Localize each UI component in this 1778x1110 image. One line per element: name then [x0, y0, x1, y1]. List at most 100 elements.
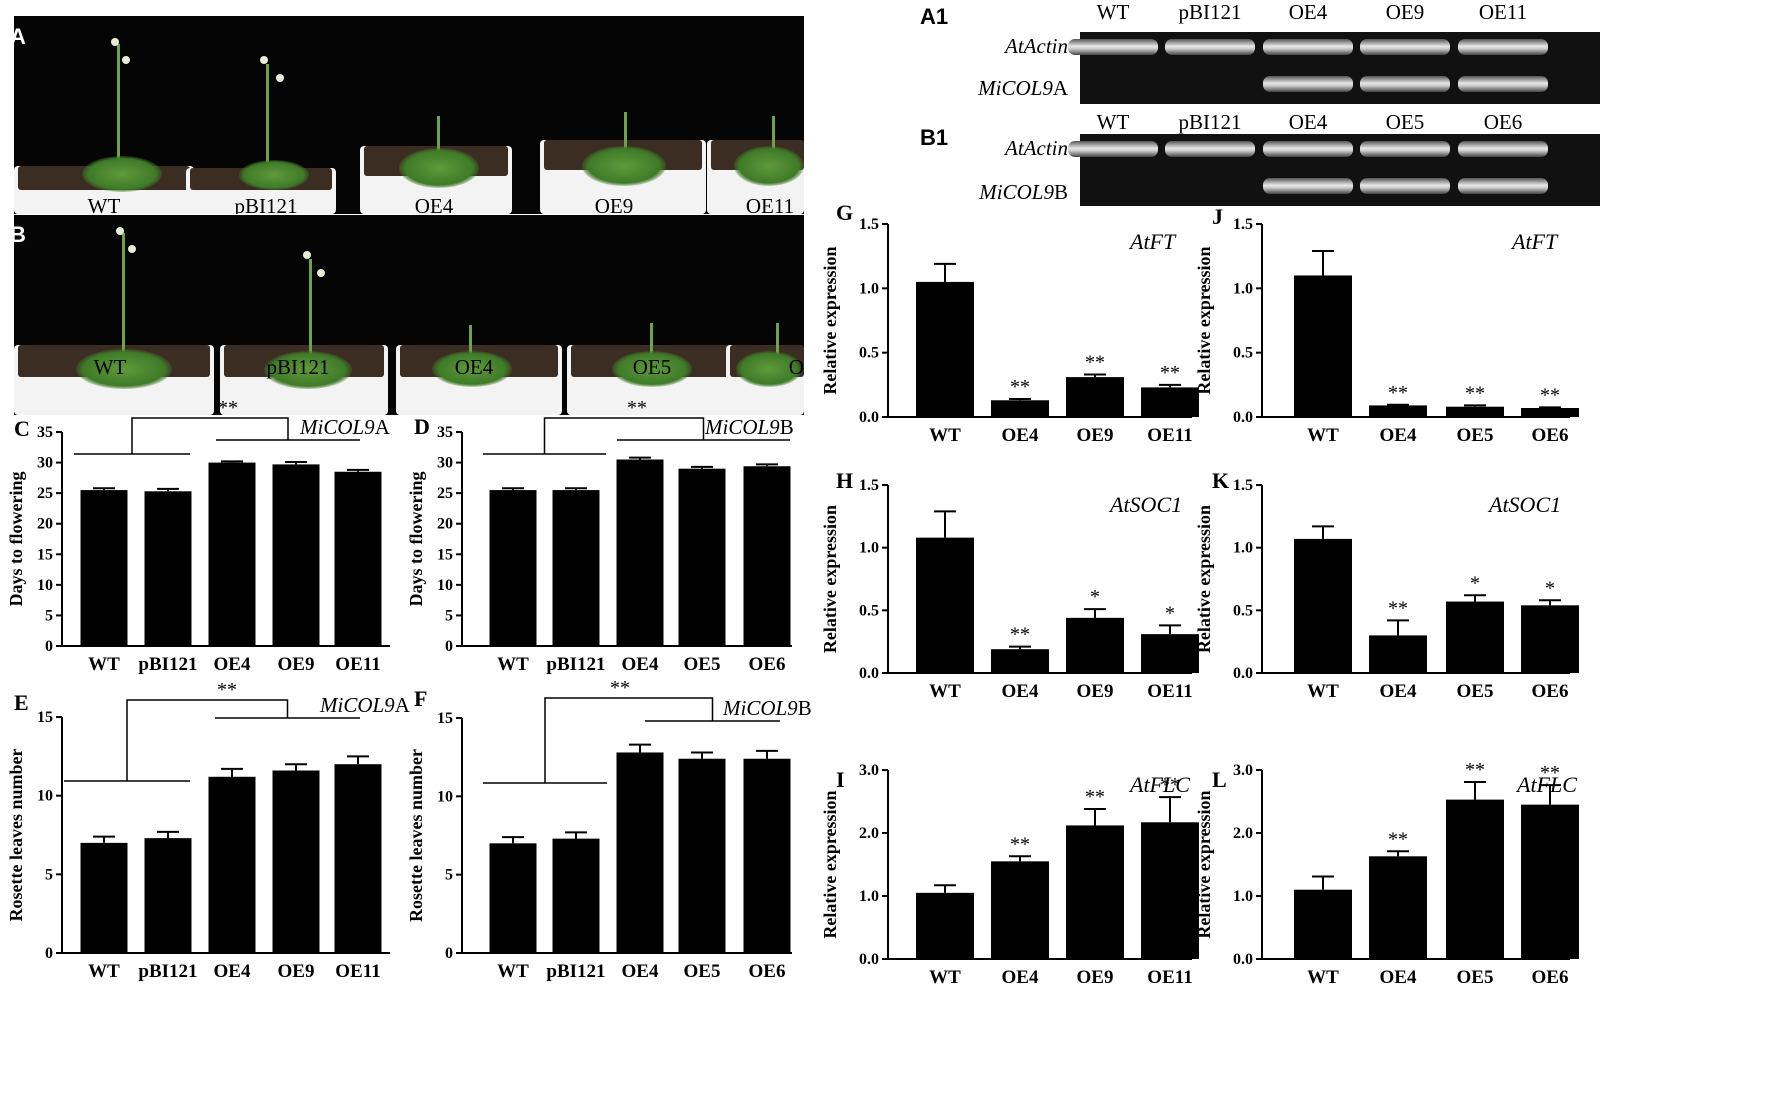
bar — [991, 861, 1049, 959]
gene-label-suffix: A — [395, 693, 411, 717]
chart-panel-i: I 0.0 1.0 2.0 3.0 Relative expression WT OE4 ** O… — [820, 762, 1199, 988]
x-tick-label: OE6 — [1532, 425, 1569, 446]
significance-mark: ** — [1085, 786, 1105, 808]
y-axis-label: Rosette leaves number — [6, 749, 26, 922]
significance-mark: * — [1545, 577, 1555, 599]
bar — [144, 491, 192, 646]
significance-mark: ** — [1160, 362, 1180, 384]
y-tick-label: 20 — [437, 516, 453, 533]
x-tick-label: OE6 — [749, 961, 786, 982]
bar — [991, 400, 1049, 417]
gel-lane-label: WT — [1096, 110, 1130, 134]
bar — [272, 770, 320, 953]
chart-panel-g: G 0.0 0.5 1.0 1.5 Relative expression WT OE4 ** O… — [820, 200, 1199, 446]
bracket-connector — [126, 699, 289, 781]
gene-label: MiCOL9A — [319, 693, 411, 717]
significance-mark: * — [1470, 572, 1480, 594]
gel-lane-label: pBI121 — [1178, 110, 1242, 134]
bar — [1294, 538, 1352, 673]
gel-a1-image — [1068, 32, 1600, 104]
gene-label: AtSOC1 — [1108, 492, 1182, 517]
y-tick-label: 3.0 — [1233, 762, 1253, 779]
x-tick-label: OE6 — [1532, 967, 1569, 988]
bar — [1141, 634, 1199, 673]
gene-label-italic: MiCOL9 — [319, 693, 395, 717]
significance-mark: ** — [1540, 762, 1560, 784]
y-tick-label: 1.0 — [859, 280, 879, 297]
bar — [1446, 406, 1504, 417]
y-tick-label: 10 — [437, 788, 453, 805]
panel-label-j: J — [1212, 204, 1223, 229]
gel-a1-bottom-gene-suffix: A — [1052, 76, 1068, 100]
x-tick-label: OE5 — [1457, 425, 1494, 446]
panel-label-f: F — [414, 686, 427, 711]
x-tick-label: OE9 — [1077, 425, 1114, 446]
x-tick-label: WT — [497, 961, 529, 982]
x-tick-label: WT — [929, 681, 961, 702]
bar — [1141, 822, 1199, 959]
bar — [80, 842, 128, 953]
gel-lane-label: pBI121 — [1178, 0, 1242, 24]
x-tick-label: pBI121 — [138, 654, 197, 675]
bar — [616, 459, 664, 646]
photo-panel-a: WT pBI121 OE4 OE9 OE11 — [14, 16, 804, 214]
significance-mark: ** — [1010, 376, 1030, 398]
bar — [334, 764, 382, 953]
x-tick-label: OE5 — [684, 654, 721, 675]
panel-label-g: G — [836, 200, 853, 225]
chart-panel-l: L 0.0 1.0 2.0 3.0 Relative expression WT OE4 ** O… — [1194, 759, 1579, 988]
y-axis-label: Relative expression — [820, 790, 840, 938]
significance-mark: ** — [1388, 597, 1408, 619]
x-tick-label: OE11 — [335, 961, 380, 982]
bar — [916, 281, 974, 417]
x-tick-label: OE4 — [214, 654, 251, 675]
x-tick-label: OE6 — [749, 654, 786, 675]
panel-label-b1: B1 — [920, 125, 949, 150]
y-tick-label: 25 — [437, 485, 453, 502]
significance-mark: ** — [1010, 624, 1030, 646]
significance-mark: ** — [217, 679, 237, 701]
y-tick-label: 35 — [37, 424, 53, 441]
gel-band-reference — [1458, 141, 1548, 157]
y-tick-label: 0.5 — [1233, 345, 1253, 362]
y-tick-label: 1.5 — [1233, 477, 1253, 494]
y-tick-label: 20 — [37, 516, 53, 533]
gel-band-reference — [1068, 141, 1158, 157]
x-tick-label: OE4 — [1002, 681, 1039, 702]
gene-label: AtFLC — [1128, 772, 1190, 797]
y-tick-label: 10 — [37, 788, 53, 805]
bar — [991, 649, 1049, 673]
chart-panel-e: E 0 5 10 15 Rosette leaves number WT pBI121 OE4 O… — [6, 679, 411, 982]
bracket-connector — [543, 417, 705, 454]
y-axis-label: Relative expression — [820, 246, 840, 394]
significance-mark: ** — [1010, 833, 1030, 855]
bar — [1369, 635, 1427, 673]
gel-band-target — [1263, 76, 1353, 92]
gel-lane-label: OE4 — [1288, 110, 1328, 134]
x-tick-label: OE5 — [684, 961, 721, 982]
panel-label-a: A — [10, 24, 26, 49]
photo-panel-b: WT pBI121 OE4 OE5 OE6 — [14, 215, 804, 415]
gene-label-suffix: B — [798, 696, 812, 720]
y-tick-label: 35 — [437, 424, 453, 441]
gel-band-reference — [1068, 39, 1158, 55]
pot-label: WT — [93, 355, 127, 379]
gel-band-reference — [1360, 141, 1450, 157]
y-tick-label: 0 — [45, 945, 53, 962]
significance-mark: ** — [1388, 828, 1408, 850]
bar — [1294, 275, 1352, 417]
y-tick-label: 0.5 — [1233, 602, 1253, 619]
panel-label-h: H — [836, 468, 853, 493]
bar — [616, 752, 664, 953]
gel-band-target — [1458, 178, 1548, 194]
y-tick-label: 0.0 — [859, 409, 879, 426]
y-tick-label: 0.5 — [859, 602, 879, 619]
panel-label-l: L — [1212, 767, 1227, 792]
chart-panel-d: D 0 5 10 15 20 25 30 35 Days to flowering WT pBI121… — [406, 397, 794, 675]
gene-label: AtFT — [1510, 229, 1559, 254]
x-tick-label: OE9 — [1077, 967, 1114, 988]
gel-b1-bottom-gene-italic: MiCOL9 — [979, 180, 1054, 204]
y-tick-label: 1.5 — [859, 216, 879, 233]
chart-panel-j: J 0.0 0.5 1.0 1.5 Relative expression WT OE4 ** O… — [1194, 204, 1579, 446]
gel-a1-top-gene-text: AtActin — [1005, 34, 1068, 58]
